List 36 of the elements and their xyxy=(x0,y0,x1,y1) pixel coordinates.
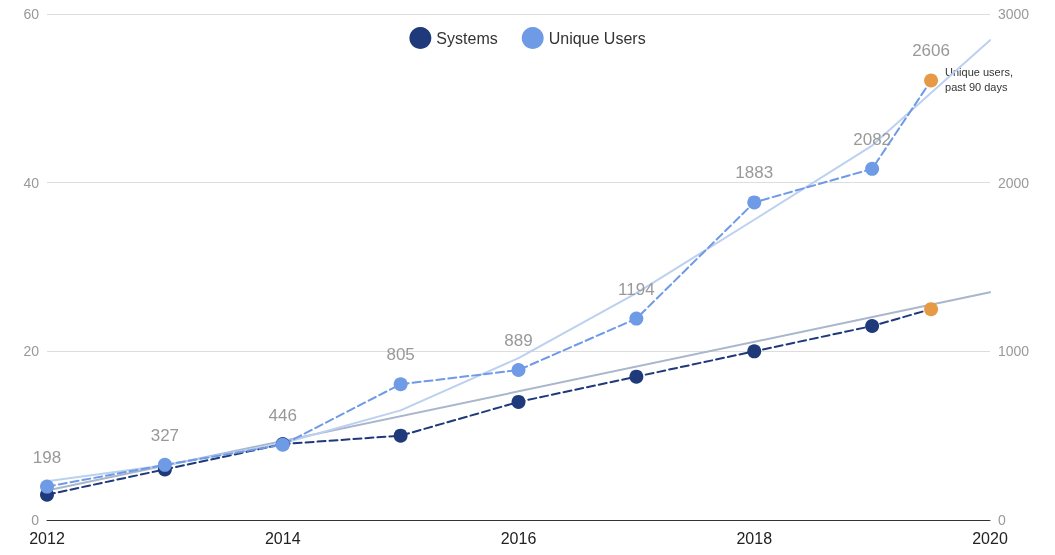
point xyxy=(747,344,762,359)
y2-tick-label: 1000 xyxy=(998,343,1030,360)
x-tick-label: 2012 xyxy=(29,529,65,547)
point xyxy=(511,363,526,378)
point xyxy=(747,195,762,210)
point xyxy=(924,302,939,317)
data-label: 446 xyxy=(268,405,297,425)
point xyxy=(157,457,172,472)
y-tick-label: 40 xyxy=(23,174,40,191)
y-tick-label: 60 xyxy=(23,6,40,22)
point xyxy=(393,428,408,443)
point xyxy=(40,479,54,494)
data-label: 198 xyxy=(32,447,62,467)
point xyxy=(865,319,880,334)
point xyxy=(865,161,880,176)
legend-label: Unique Users xyxy=(548,29,646,47)
x-tick-label: 2014 xyxy=(264,529,301,547)
point xyxy=(629,369,644,384)
x-tick-label: 2020 xyxy=(972,529,1008,547)
x-tick-label: 2018 xyxy=(736,529,773,547)
y2-tick-label: 2000 xyxy=(998,174,1030,191)
data-label: 889 xyxy=(504,331,533,351)
point xyxy=(629,311,644,326)
legend-label: Systems xyxy=(436,29,498,47)
y-tick-label: 0 xyxy=(31,512,40,528)
point xyxy=(511,394,526,409)
y2-tick-label: 0 xyxy=(998,512,1006,528)
y2-tick-label: 3000 xyxy=(998,6,1030,22)
data-label: 2606 xyxy=(912,41,950,61)
data-label: 1883 xyxy=(735,163,774,183)
data-label: 327 xyxy=(150,425,180,445)
data-label: 805 xyxy=(386,345,415,365)
point xyxy=(393,377,408,392)
y-tick-label: 20 xyxy=(23,343,40,360)
x-tick-label: 2016 xyxy=(500,529,537,547)
point xyxy=(924,73,939,88)
